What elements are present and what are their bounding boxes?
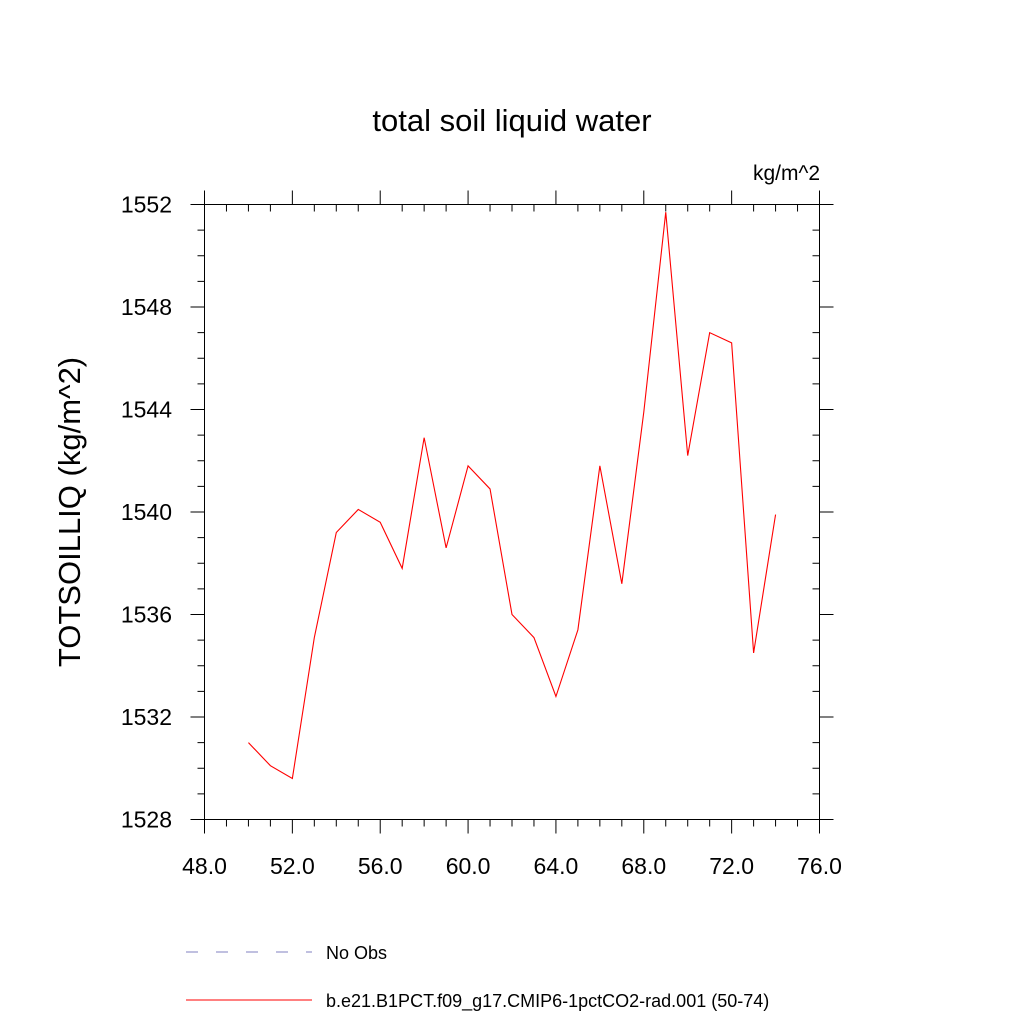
x-tick-labels: 48.0 52.0 56.0 60.0 64.0 68.0 72.0 76.0 <box>182 853 842 879</box>
chart-title: total soil liquid water <box>372 103 651 138</box>
plot-frame <box>204 204 820 820</box>
y-tick-label: 1540 <box>121 499 172 525</box>
x-tick-label: 68.0 <box>621 853 666 879</box>
x-tick-label: 52.0 <box>270 853 315 879</box>
y-tick-label: 1532 <box>121 704 172 730</box>
y-tick-labels: 1528 1532 1536 1540 1544 1548 1552 <box>121 192 172 833</box>
x-tick-label: 76.0 <box>797 853 842 879</box>
y-tick-label: 1544 <box>121 397 172 423</box>
legend-label-1: b.e21.B1PCT.f09_g17.CMIP6-1pctCO2-rad.00… <box>326 991 769 1012</box>
minor-ticks <box>197 204 820 827</box>
x-tick-label: 60.0 <box>446 853 491 879</box>
legend: No Obs b.e21.B1PCT.f09_g17.CMIP6-1pctCO2-… <box>186 943 769 1012</box>
series-line-1 <box>248 212 777 780</box>
x-tick-label: 64.0 <box>534 853 579 879</box>
y-axis-label: TOTSOILLIQ (kg/m^2) <box>52 357 87 667</box>
x-tick-label: 72.0 <box>709 853 754 879</box>
major-ticks <box>190 190 834 834</box>
y-tick-label: 1552 <box>121 192 172 218</box>
units-label: kg/m^2 <box>753 162 820 185</box>
legend-label-0: No Obs <box>326 943 387 963</box>
y-tick-label: 1548 <box>121 294 172 320</box>
y-tick-label: 1536 <box>121 602 172 628</box>
x-tick-label: 48.0 <box>182 853 227 879</box>
y-tick-label: 1528 <box>121 807 172 833</box>
series-lines <box>248 212 777 780</box>
x-tick-label: 56.0 <box>358 853 403 879</box>
